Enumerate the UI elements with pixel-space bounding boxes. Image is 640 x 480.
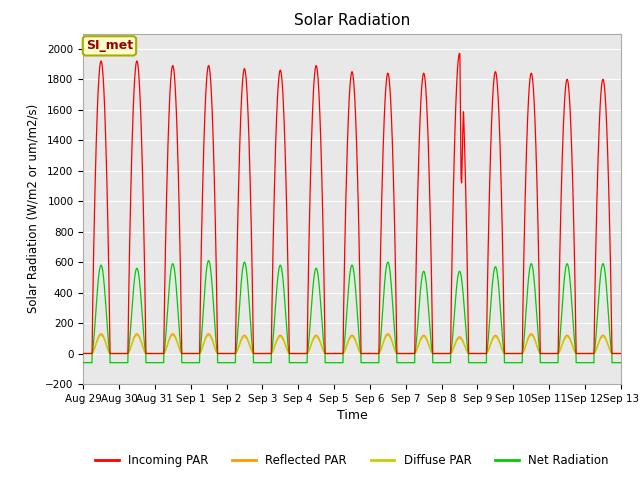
Y-axis label: Solar Radiation (W/m2 or um/m2/s): Solar Radiation (W/m2 or um/m2/s) (26, 104, 40, 313)
Title: Solar Radiation: Solar Radiation (294, 13, 410, 28)
X-axis label: Time: Time (337, 409, 367, 422)
Legend: Incoming PAR, Reflected PAR, Diffuse PAR, Net Radiation: Incoming PAR, Reflected PAR, Diffuse PAR… (91, 449, 613, 472)
Text: SI_met: SI_met (86, 39, 133, 52)
